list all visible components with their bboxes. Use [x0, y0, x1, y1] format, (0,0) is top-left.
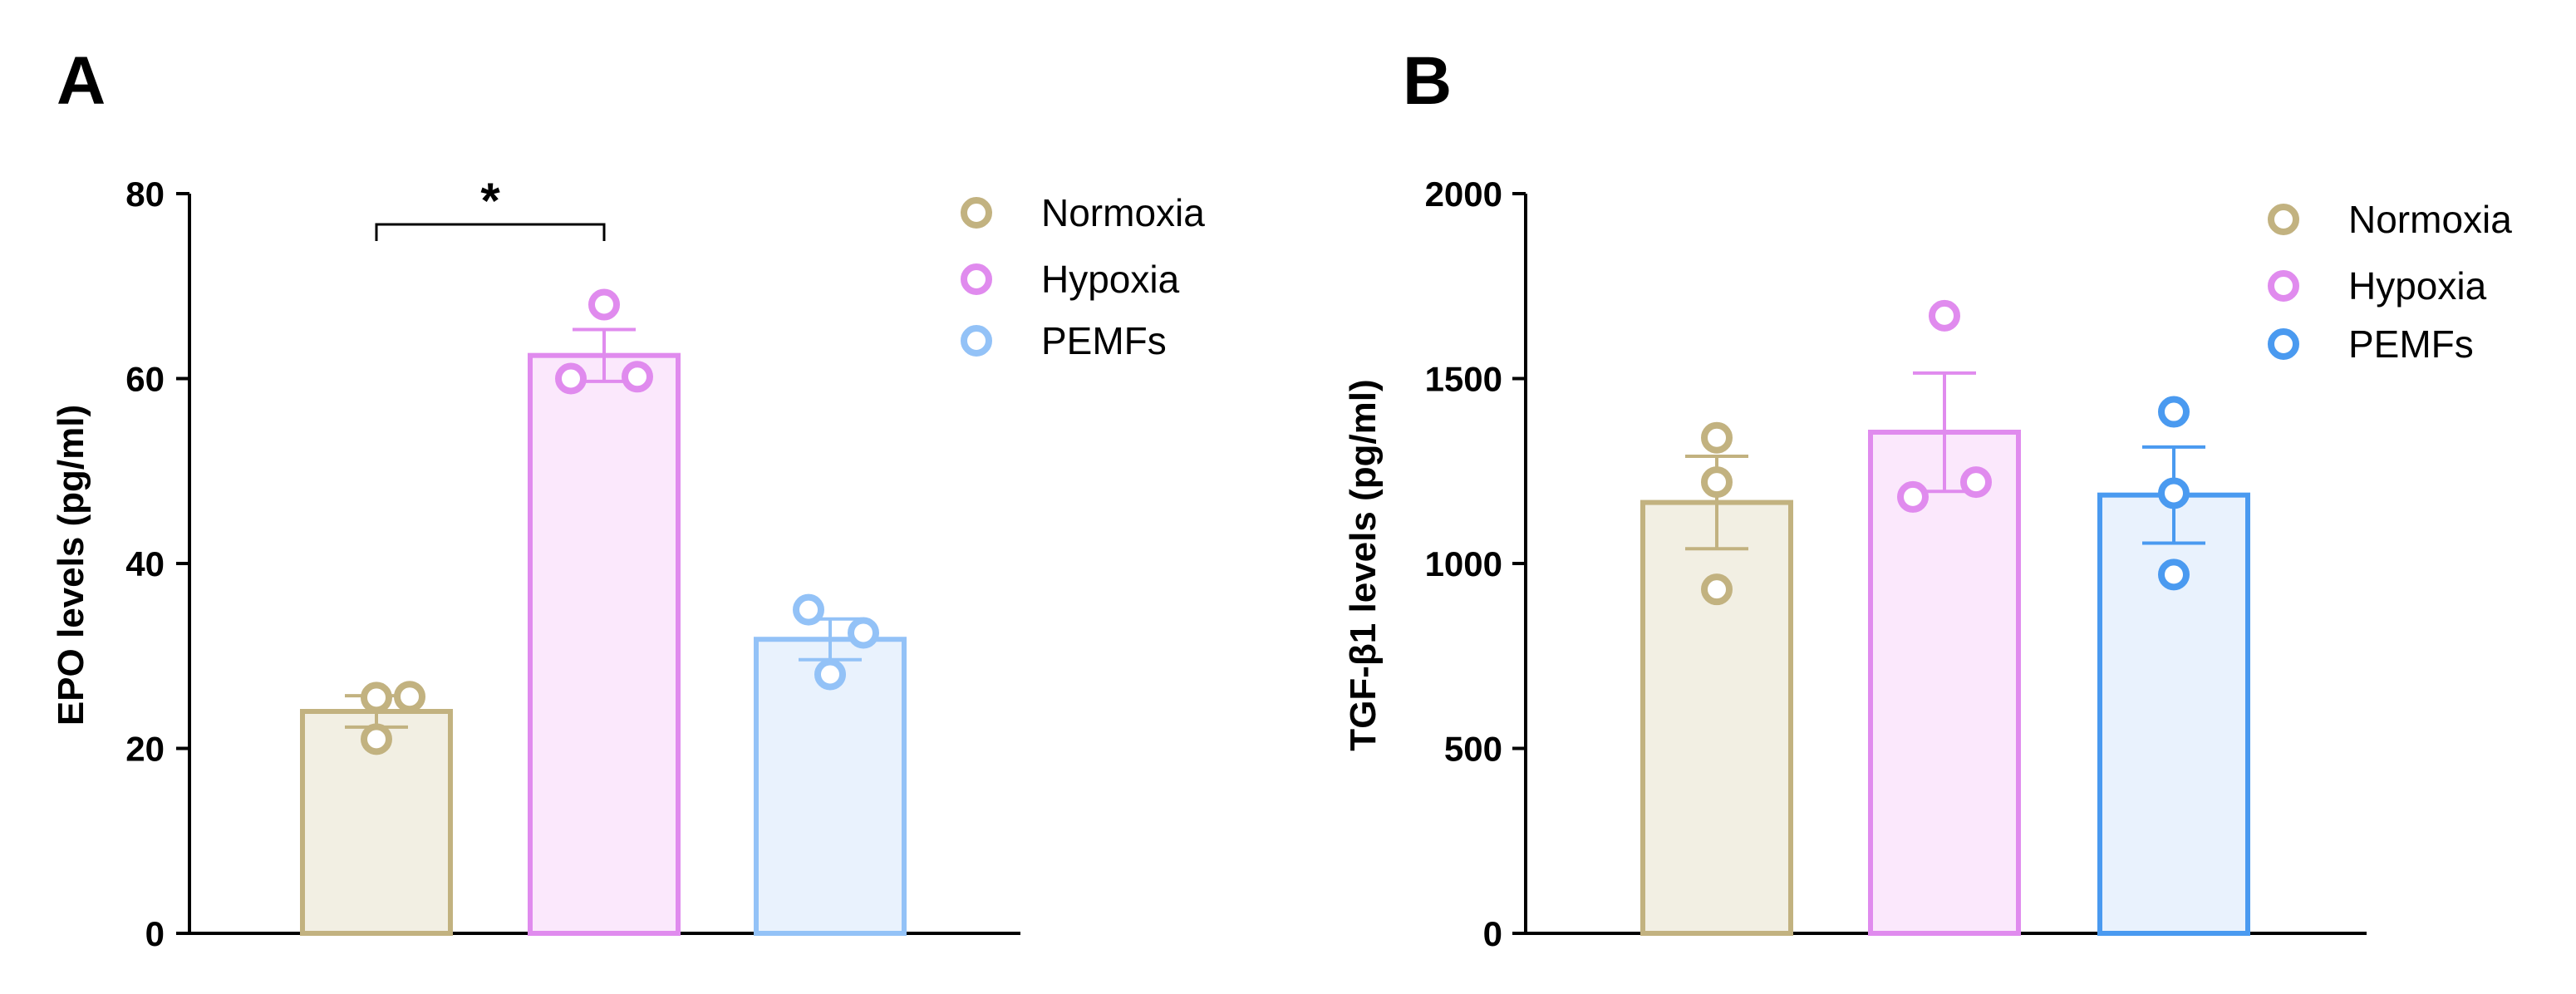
data-point [1960, 466, 1992, 499]
y-axis-title: TGF-β1 levels (pg/ml) [1343, 379, 1384, 750]
legend: Normoxia Hypoxia PEMFs [2268, 198, 2512, 366]
data-point [555, 362, 587, 395]
y-tick-label: 1500 [1425, 360, 1502, 399]
bar-normoxia [1640, 499, 1793, 936]
significance-label: * [480, 173, 500, 229]
data-point [793, 593, 824, 626]
panel-label: B [1403, 43, 1452, 119]
y-tick-label: 1000 [1425, 544, 1502, 583]
legend-marker-pemfs [2268, 328, 2299, 360]
data-point [1701, 573, 1733, 606]
data-point [814, 658, 846, 691]
bars [1640, 299, 2250, 936]
legend-label-pemfs: PEMFs [1041, 319, 1167, 362]
data-point [2158, 559, 2190, 591]
data-point [1701, 466, 1733, 499]
y-tick-label: 60 [125, 360, 165, 399]
data-point [2158, 477, 2190, 509]
legend-marker-normoxia [961, 197, 992, 229]
bracket-line [375, 223, 606, 241]
data-point [2158, 396, 2190, 428]
data-point [361, 723, 392, 755]
bar-hypoxia [1868, 430, 2021, 936]
data-point [394, 681, 425, 713]
panel-label: A [57, 43, 106, 119]
y-tick-label: 500 [1444, 730, 1502, 769]
legend-marker-pemfs [961, 325, 992, 357]
legend-label-pemfs: PEMFs [2348, 322, 2474, 366]
legend-label-hypoxia: Hypoxia [2348, 264, 2487, 308]
panel-b-tgf-chart: B TGF-β1 levels (pg/ml) 0 500 1000 1500 2000… [1343, 43, 2512, 953]
data-point [361, 682, 392, 714]
legend-marker-hypoxia [961, 263, 992, 295]
data-point [848, 617, 879, 649]
legend: Normoxia Hypoxia PEMFs [961, 191, 1205, 362]
data-point [622, 361, 653, 393]
bar-hypoxia [528, 352, 681, 936]
legend-label-normoxia: Normoxia [2348, 198, 2512, 241]
legend-marker-hypoxia [2268, 270, 2299, 302]
y-tick-label: 0 [1483, 914, 1502, 953]
panel-a-epo-chart: A EPO levels (pg/ml) 0 20 40 60 80 Normoxia H… [51, 43, 1205, 953]
data-point [1929, 299, 1960, 332]
y-tick-label: 40 [125, 544, 165, 583]
data-point [588, 288, 620, 321]
bars [300, 288, 907, 936]
data-point [1897, 480, 1929, 513]
legend-label-normoxia: Normoxia [1041, 191, 1205, 234]
y-axis-title: EPO levels (pg/ml) [51, 405, 91, 726]
y-tick-label: 20 [125, 730, 165, 769]
significance-bracket: * [375, 173, 606, 241]
y-tick-label: 0 [145, 914, 165, 953]
legend-marker-normoxia [2268, 204, 2299, 235]
y-tick-label: 2000 [1425, 175, 1502, 214]
data-point [1701, 421, 1733, 454]
legend-label-hypoxia: Hypoxia [1041, 258, 1180, 301]
y-tick-label: 80 [125, 175, 165, 214]
